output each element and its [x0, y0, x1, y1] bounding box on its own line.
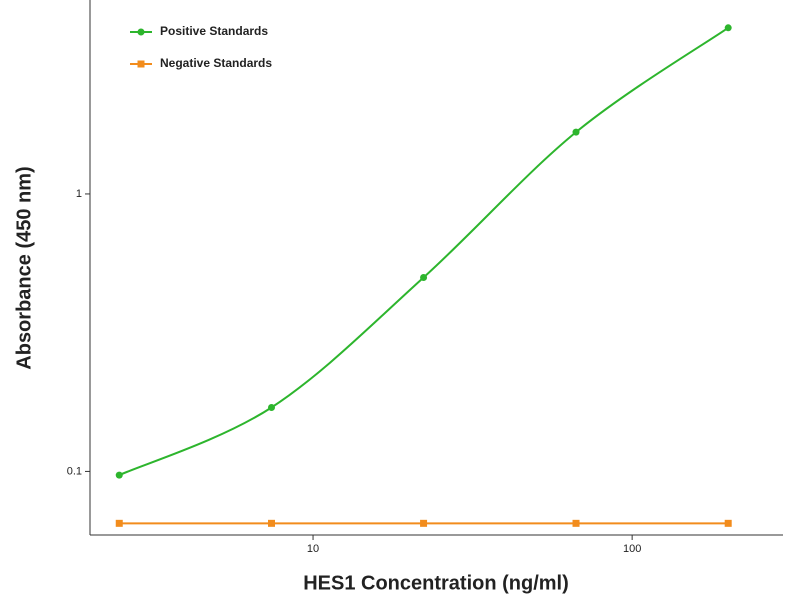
point — [572, 128, 580, 136]
point — [420, 273, 428, 281]
y-tick-label: 1 — [76, 188, 82, 200]
y-axis-title: Absorbance (450 nm) — [13, 166, 35, 369]
point — [115, 471, 123, 479]
legend-label: Negative Standards — [160, 56, 272, 70]
legend-marker — [137, 60, 145, 68]
point — [268, 519, 276, 527]
point — [420, 519, 428, 527]
y-tick-label: 0.1 — [67, 465, 82, 477]
series-line — [118, 26, 729, 477]
point — [724, 519, 732, 527]
x-tick-label: 10 — [307, 543, 319, 555]
legend-label: Positive Standards — [160, 24, 268, 38]
legend-marker — [137, 28, 145, 36]
point — [572, 519, 580, 527]
point — [115, 519, 123, 527]
point — [268, 403, 276, 411]
x-axis-title: HES1 Concentration (ng/ml) — [303, 572, 569, 594]
point — [724, 24, 732, 32]
x-tick-label: 100 — [623, 543, 641, 555]
